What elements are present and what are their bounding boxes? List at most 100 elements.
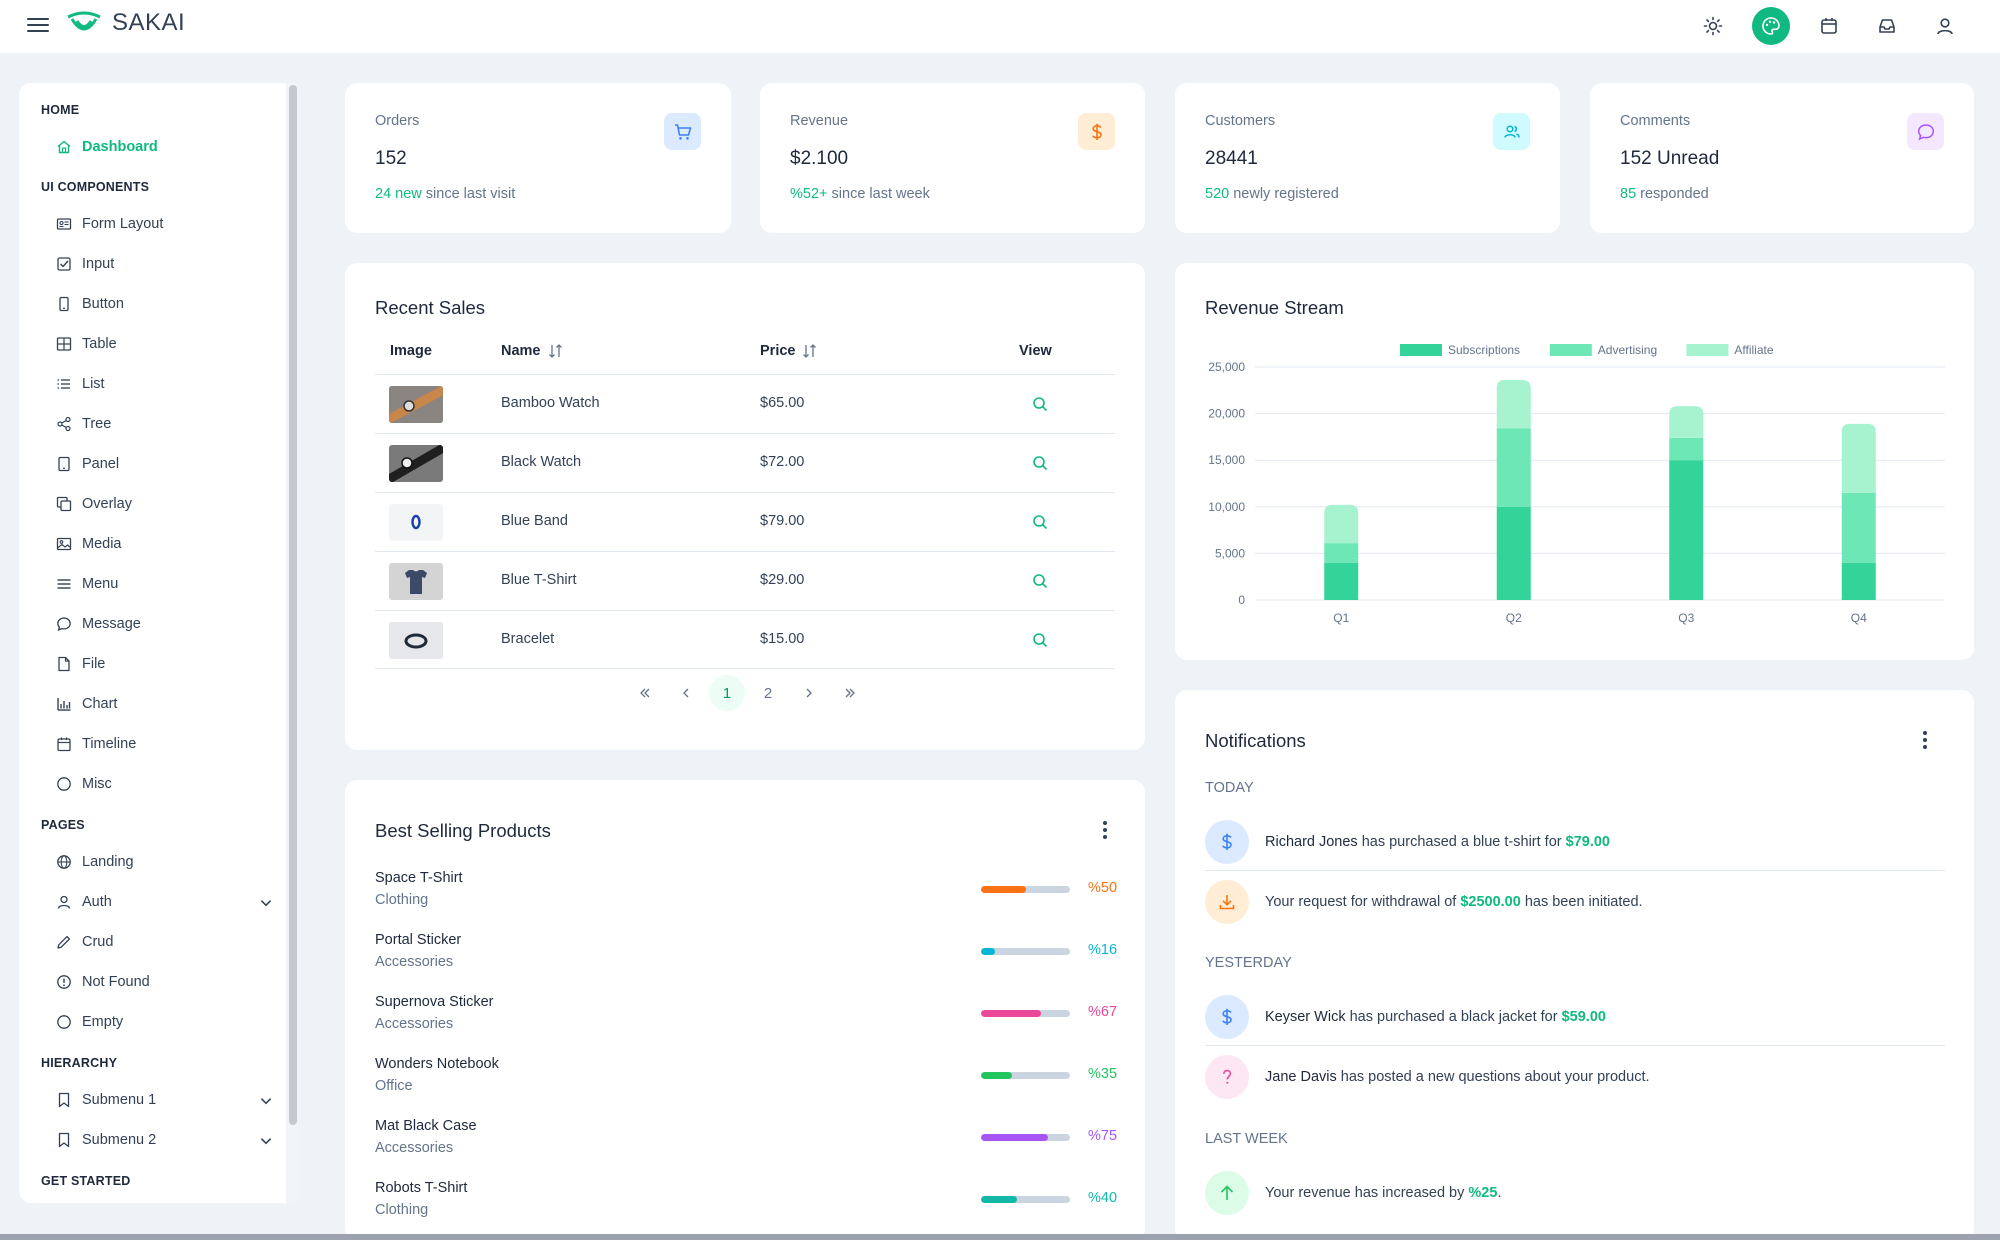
sidebar-item-panel[interactable]: Panel xyxy=(56,450,286,478)
x-tick-label: Q1 xyxy=(1333,611,1349,625)
notification-amount: $79.00 xyxy=(1565,833,1610,850)
calendar-icon xyxy=(1821,18,1837,34)
product-price: $29.00 xyxy=(760,572,805,588)
sidebar-item-message[interactable]: Message xyxy=(56,610,286,638)
notification-item[interactable]: Keyser Wick has purchased a black jacket… xyxy=(1205,988,1945,1046)
tshirt-image xyxy=(389,563,443,600)
revenue-stream-chart: 0 5,000 10,000 15,000 20,000 25,000 Q1 Q2 Q3 Q4 Su… xyxy=(1208,343,1945,625)
progress-percent: %40 xyxy=(1088,1190,1118,1206)
next-page-button[interactable] xyxy=(791,675,827,711)
sidebar-item-label: Form Layout xyxy=(82,216,164,232)
logo[interactable]: SAKAI xyxy=(64,5,185,41)
bookmark-icon xyxy=(58,1092,70,1108)
sidebar-item-auth[interactable]: Auth xyxy=(56,888,286,916)
angle-double-right-icon xyxy=(845,688,855,698)
notification-item[interactable]: Your request for withdrawal of $2500.00 … xyxy=(1205,873,1945,931)
stat-subtext: 520 newly registered xyxy=(1205,186,1339,202)
sidebar-item-misc[interactable]: Misc xyxy=(56,770,286,798)
x-tick-label: Q3 xyxy=(1678,611,1694,625)
notification-item[interactable]: Richard Jones has purchased a blue t-shi… xyxy=(1205,813,1945,871)
stat-sub-label: since last visit xyxy=(421,186,516,202)
view-button[interactable] xyxy=(1027,568,1053,594)
sort-icon[interactable] xyxy=(547,343,565,359)
first-page-button[interactable] xyxy=(627,675,663,711)
theme-toggle-button[interactable] xyxy=(1694,7,1732,45)
profile-button[interactable] xyxy=(1926,7,1964,45)
sidebar-item-table[interactable]: Table xyxy=(56,330,286,358)
view-button[interactable] xyxy=(1027,391,1053,417)
y-tick-label: 0 xyxy=(1238,593,1245,607)
sidebar-item-dashboard[interactable]: Dashboard xyxy=(56,133,286,161)
question-icon xyxy=(1223,1069,1232,1084)
inbox-button[interactable] xyxy=(1868,7,1906,45)
stat-sub-label: since last week xyxy=(827,186,930,202)
notification-text: Richard Jones has purchased a blue t-shi… xyxy=(1265,834,1610,850)
notification-message: has purchased a black jacket for xyxy=(1345,1008,1562,1025)
menu-toggle-button[interactable] xyxy=(27,14,49,36)
sort-icon[interactable] xyxy=(801,343,819,359)
stat-value: 152 xyxy=(375,148,407,169)
view-button[interactable] xyxy=(1027,627,1053,653)
horizontal-scrollbar[interactable] xyxy=(0,1234,2000,1240)
progress-bar-fill xyxy=(981,1072,1013,1079)
last-page-button[interactable] xyxy=(832,675,868,711)
bar-segment xyxy=(1841,423,1876,493)
sidebar-item-landing[interactable]: Landing xyxy=(56,848,286,876)
bar-segment xyxy=(1669,406,1704,438)
circle-icon xyxy=(57,1015,71,1029)
sidebar-item-crud[interactable]: Crud xyxy=(56,928,286,956)
sidebar-item-overlay[interactable]: Overlay xyxy=(56,490,286,518)
more-options-button[interactable] xyxy=(1915,728,1935,752)
notification-message: has posted a new questions about your pr… xyxy=(1336,1069,1650,1085)
column-header-price[interactable]: Price xyxy=(760,343,819,359)
x-tick-label: Q4 xyxy=(1851,611,1867,625)
page-button-1[interactable]: 1 xyxy=(709,675,745,711)
view-button[interactable] xyxy=(1027,450,1053,476)
calendar-button[interactable] xyxy=(1810,7,1848,45)
chevron-down-icon xyxy=(260,1098,272,1105)
inbox-icon xyxy=(1879,19,1895,33)
sidebar-item-submenu-2[interactable]: Submenu 2 xyxy=(56,1126,286,1154)
sidebar-item-list[interactable]: List xyxy=(56,370,286,398)
page-button-2[interactable]: 2 xyxy=(763,684,773,702)
product-price: $15.00 xyxy=(760,631,805,647)
prev-page-button[interactable] xyxy=(668,675,704,711)
chart-bar-icon xyxy=(57,698,71,711)
sidebar-item-chart[interactable]: Chart xyxy=(56,690,286,718)
legend-swatch xyxy=(1400,344,1442,356)
stat-icon-box xyxy=(1078,113,1115,150)
palette-button[interactable] xyxy=(1752,7,1790,45)
search-icon xyxy=(1033,397,1048,412)
stat-card-revenue: Revenue $2.100 %52+ since last week xyxy=(760,83,1145,233)
notification-amount: $59.00 xyxy=(1561,1008,1606,1025)
view-button[interactable] xyxy=(1027,509,1053,535)
sidebar-item-empty[interactable]: Empty xyxy=(56,1008,286,1036)
sidebar-item-submenu-1[interactable]: Submenu 1 xyxy=(56,1086,286,1114)
sidebar-scrollbar-thumb[interactable] xyxy=(289,85,297,1125)
sidebar-item-menu[interactable]: Menu xyxy=(56,570,286,598)
notification-item[interactable]: Your revenue has increased by %25. xyxy=(1205,1164,1945,1222)
sidebar-item-media[interactable]: Media xyxy=(56,530,286,558)
sidebar-item-label: Dashboard xyxy=(82,139,158,155)
sidebar-item-form-layout[interactable]: Form Layout xyxy=(56,210,286,238)
id-card-icon xyxy=(56,218,72,230)
sidebar-item-input[interactable]: Input xyxy=(56,250,286,278)
product-category: Accessories xyxy=(375,1016,454,1032)
notification-text: Keyser Wick has purchased a black jacket… xyxy=(1265,1009,1606,1025)
notification-item[interactable]: Jane Davis has posted a new questions ab… xyxy=(1205,1048,1945,1106)
sidebar-scrollbar[interactable] xyxy=(286,83,300,1203)
sidebar-item-label: Misc xyxy=(82,776,112,792)
notification-message-end: . xyxy=(1497,1185,1502,1201)
column-header-name[interactable]: Name xyxy=(501,343,565,359)
chevron-down-icon xyxy=(260,1138,272,1145)
sidebar-item-timeline[interactable]: Timeline xyxy=(56,730,286,758)
product-name: Bamboo Watch xyxy=(501,395,600,411)
y-tick-label: 5,000 xyxy=(1215,546,1245,560)
notification-message-end: has been initiated. xyxy=(1520,894,1643,910)
sidebar-item-not-found[interactable]: Not Found xyxy=(56,968,286,996)
sidebar-item-button[interactable]: Button xyxy=(56,290,286,318)
more-options-button[interactable] xyxy=(1095,818,1115,842)
sidebar-item-file[interactable]: File xyxy=(56,650,286,678)
product-thumbnail xyxy=(389,504,443,541)
sidebar-item-tree[interactable]: Tree xyxy=(56,410,286,438)
